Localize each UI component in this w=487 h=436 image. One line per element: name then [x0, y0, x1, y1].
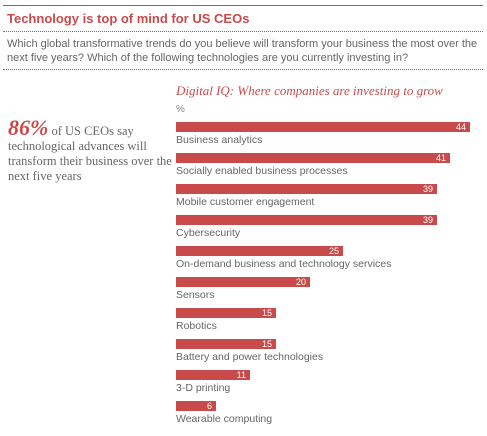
chart-unit: %	[176, 104, 185, 115]
top-rule	[3, 5, 483, 6]
bar: 44	[176, 122, 470, 132]
stat-percent: 86%	[8, 115, 49, 140]
bar: 15	[176, 339, 276, 349]
bar-value-label: 25	[328, 246, 339, 256]
bar: 39	[176, 215, 437, 225]
bar-category-label: Battery and power technologies	[176, 351, 324, 363]
bar-value-label: 39	[422, 215, 433, 225]
bar-value-label: 15	[261, 339, 272, 349]
bar-category-label: Business analytics	[176, 134, 263, 146]
bar-value-label: 15	[261, 308, 272, 318]
bar-category-label: 3-D printing	[176, 382, 231, 394]
stat-text: of US CEOs say technological advances wi…	[8, 124, 172, 183]
bar: 11	[176, 370, 250, 380]
bar-category-label: Sensors	[176, 289, 215, 301]
chart-title: Digital IQ: Where companies are investin…	[176, 83, 443, 98]
bar-category-label: Cybersecurity	[176, 227, 241, 239]
bar-value-label: 39	[422, 184, 433, 194]
bar-category-label: Wearable computing	[176, 413, 273, 425]
bar-value-label: 44	[455, 122, 466, 132]
bar-value-label: 20	[295, 277, 306, 287]
bar-category-label: On-demand business and technology servic…	[176, 258, 392, 270]
bar-value-label: 11	[236, 370, 246, 380]
bar: 15	[176, 308, 276, 318]
bar-category-label: Robotics	[176, 320, 217, 332]
stat-callout: 86% of US CEOs say technological advance…	[8, 117, 178, 184]
dotted-divider-bottom	[3, 69, 483, 70]
bar: 41	[176, 153, 450, 163]
bar-value-label: 41	[435, 153, 446, 163]
survey-question: Which global transformative trends do yo…	[7, 38, 478, 64]
dotted-divider-top	[3, 31, 483, 32]
bar-value-label: 6	[206, 401, 212, 411]
bar: 25	[176, 246, 343, 256]
bar-category-label: Socially enabled business processes	[176, 165, 348, 177]
bar: 39	[176, 184, 437, 194]
page-title: Technology is top of mind for US CEOs	[7, 11, 250, 26]
bar: 6	[176, 401, 216, 411]
bar-category-label: Mobile customer engagement	[176, 196, 315, 208]
bar: 20	[176, 277, 310, 287]
